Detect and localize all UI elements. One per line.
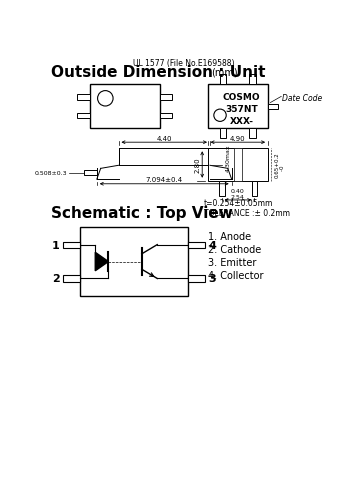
Text: 4.90: 4.90 xyxy=(230,135,246,141)
Bar xyxy=(159,95,172,101)
Bar xyxy=(118,149,210,166)
Bar xyxy=(84,170,97,176)
Text: 0.508±0.3: 0.508±0.3 xyxy=(35,171,67,176)
Bar xyxy=(90,85,159,129)
Bar xyxy=(78,95,90,101)
Text: 4: 4 xyxy=(209,240,216,250)
Bar xyxy=(220,129,226,139)
Bar xyxy=(159,114,172,119)
Bar xyxy=(219,181,225,197)
Bar xyxy=(268,105,278,110)
Bar xyxy=(250,75,256,85)
Bar xyxy=(208,85,268,129)
Text: Date Code: Date Code xyxy=(282,94,322,102)
Text: 3: 3 xyxy=(209,274,216,284)
Bar xyxy=(234,149,242,181)
Text: 0.40: 0.40 xyxy=(231,189,245,194)
Text: 2.54: 2.54 xyxy=(231,195,245,200)
Text: 1: 1 xyxy=(52,240,60,250)
Bar xyxy=(188,242,205,249)
Text: 4.40: 4.40 xyxy=(157,135,172,141)
Bar xyxy=(220,75,226,85)
Bar xyxy=(252,181,257,197)
Text: 7.094±0.4: 7.094±0.4 xyxy=(146,177,183,183)
Text: (mm): (mm) xyxy=(211,68,238,78)
Text: 1. Anode: 1. Anode xyxy=(208,231,251,241)
Bar xyxy=(80,228,188,297)
Text: 4.30max: 4.30max xyxy=(225,144,230,171)
Text: 2. Cathode: 2. Cathode xyxy=(208,244,261,254)
Text: 0.65+0.2
    -0: 0.65+0.2 -0 xyxy=(274,152,285,178)
Bar xyxy=(63,275,80,282)
Polygon shape xyxy=(95,253,108,271)
Text: 3. Emitter: 3. Emitter xyxy=(208,257,256,267)
Text: Outside Dimension : Unit: Outside Dimension : Unit xyxy=(51,65,266,80)
Bar xyxy=(250,129,256,139)
Text: COSMO
357NT
XXX-: COSMO 357NT XXX- xyxy=(223,93,261,125)
Text: Schematic : Top View: Schematic : Top View xyxy=(51,206,233,221)
Text: t=0.254±0.05mm
TOLERANCE :± 0.2mm: t=0.254±0.05mm TOLERANCE :± 0.2mm xyxy=(204,198,290,217)
Text: 2.80: 2.80 xyxy=(195,157,201,173)
Text: 2: 2 xyxy=(52,274,60,284)
Text: 4. Collector: 4. Collector xyxy=(208,270,263,280)
Bar xyxy=(208,149,268,181)
Text: UL 1577 (File No.E169588): UL 1577 (File No.E169588) xyxy=(133,59,234,68)
Bar xyxy=(63,242,80,249)
Bar xyxy=(78,114,90,119)
Bar xyxy=(188,275,205,282)
